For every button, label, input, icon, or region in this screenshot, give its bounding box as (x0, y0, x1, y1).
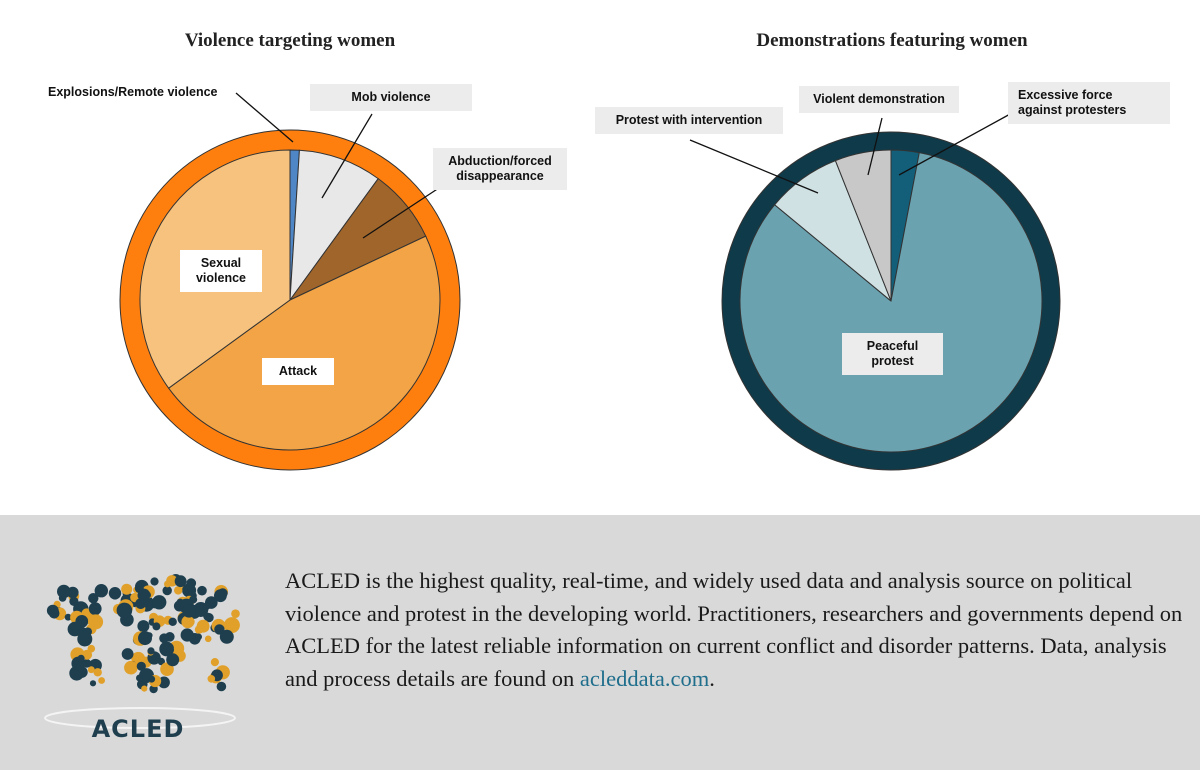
logo-dot (87, 666, 95, 674)
logo-dot (204, 635, 212, 643)
label-protest-with-intervention: Protest with intervention (595, 107, 783, 134)
logo-dot (174, 575, 187, 588)
logo-dot (141, 685, 148, 692)
logo-dot (159, 633, 170, 644)
label-abduction: Abduction/forced disappearance (433, 148, 567, 190)
logo-dot (64, 613, 72, 621)
logo-dot (174, 586, 183, 595)
chart-title-violence: Violence targeting women (184, 30, 396, 51)
logo-dot (138, 631, 152, 646)
logo-dot (217, 588, 228, 599)
label-attack: Attack (262, 358, 334, 385)
pie-charts-svg (119, 92, 1061, 471)
logo-dot (94, 584, 109, 598)
leader-protest-intervention (689, 139, 819, 194)
logo-dot (121, 583, 133, 595)
logo-dot (77, 631, 93, 647)
pie-slice-peaceful-protest (739, 152, 1043, 453)
description-period: . (709, 665, 715, 691)
logo-dot (75, 615, 89, 628)
label-explosions-remote-violence: Explosions/Remote violence (40, 79, 226, 106)
pie-demonstrations (721, 131, 1061, 471)
logo-dot (71, 656, 86, 671)
logo-dot (197, 585, 207, 596)
logo-dot (93, 668, 102, 677)
logo-dot (173, 644, 182, 653)
logo-dot (89, 680, 97, 687)
logo-dot (88, 614, 104, 630)
pie-slice-violent-demonstration (834, 149, 892, 302)
logo-dot (210, 658, 219, 667)
leader-mob-violence (321, 113, 373, 199)
acled-footer: ACLED ACLED is the highest quality, real… (0, 515, 1200, 770)
logo-dot (116, 602, 133, 619)
logo-dot (150, 577, 159, 586)
logo-dot (216, 681, 227, 692)
label-leaders (235, 92, 1013, 239)
pie-slice-mob-violence (289, 149, 379, 302)
logo-dot (148, 675, 156, 683)
logo-dot (203, 612, 212, 621)
logo-dot (168, 617, 177, 626)
acled-logo-text: ACLED (91, 715, 185, 743)
acled-website-link[interactable]: acleddata.com (579, 665, 710, 691)
leader-excessive-force (898, 112, 1013, 176)
logo-dot (111, 592, 119, 600)
logo-dot (152, 622, 161, 631)
logo-dot (137, 588, 151, 602)
logo-dot (159, 641, 175, 657)
label-peaceful-protest: Peaceful protest (842, 333, 943, 375)
logo-dot (136, 674, 143, 682)
charts-area: Violence targeting women Demonstrations … (40, 30, 1170, 471)
logo-orbit-arc (44, 707, 236, 729)
label-mob-violence: Mob violence (310, 84, 472, 111)
logo-dot (166, 653, 180, 667)
leader-violent-demonstration (867, 117, 883, 176)
logo-dot (98, 677, 105, 684)
logo-dot (180, 628, 194, 642)
chart-title-demonstrations: Demonstrations featuring women (756, 30, 1028, 51)
logo-dot (152, 595, 167, 610)
logo-dot (136, 661, 146, 671)
pie-slice-attack (167, 235, 441, 451)
logo-dot (46, 604, 59, 617)
logo-dot (181, 615, 195, 629)
acled-globe-logo-icon (44, 574, 240, 729)
logo-dot (121, 648, 134, 660)
logo-dot (88, 602, 102, 616)
logo-dot (182, 604, 196, 618)
logo-dot (162, 585, 172, 596)
logo-dot (124, 660, 138, 675)
logo-dot (195, 633, 203, 641)
logo-dot (72, 629, 79, 636)
logo-dot (88, 593, 99, 604)
logo-dot (207, 675, 216, 683)
logo-dot (214, 624, 225, 635)
description-text: ACLED is the highest quality, real-time,… (285, 568, 1183, 691)
logo-dot (166, 575, 178, 587)
pie-violence (119, 129, 461, 471)
logo-dot (69, 596, 79, 606)
logo-dot (219, 629, 234, 644)
logo-dot (147, 647, 155, 655)
label-sexual-violence: Sexual violence (180, 250, 262, 292)
leader-explosions (235, 92, 294, 143)
logo-dot (223, 617, 240, 634)
logo-dot (137, 620, 150, 633)
logo-dot (201, 624, 209, 632)
label-violent-demonstration: Violent demonstration (799, 86, 959, 113)
label-excessive-force: Excessive force against protesters (1008, 82, 1170, 124)
logo-dot (158, 676, 170, 689)
leader-abduction (362, 181, 449, 239)
logo-dot (203, 602, 211, 610)
acled-description: ACLED is the highest quality, real-time,… (285, 565, 1185, 695)
logo-dot (231, 609, 240, 618)
logo-dot (58, 589, 66, 597)
logo-dot (82, 649, 93, 660)
